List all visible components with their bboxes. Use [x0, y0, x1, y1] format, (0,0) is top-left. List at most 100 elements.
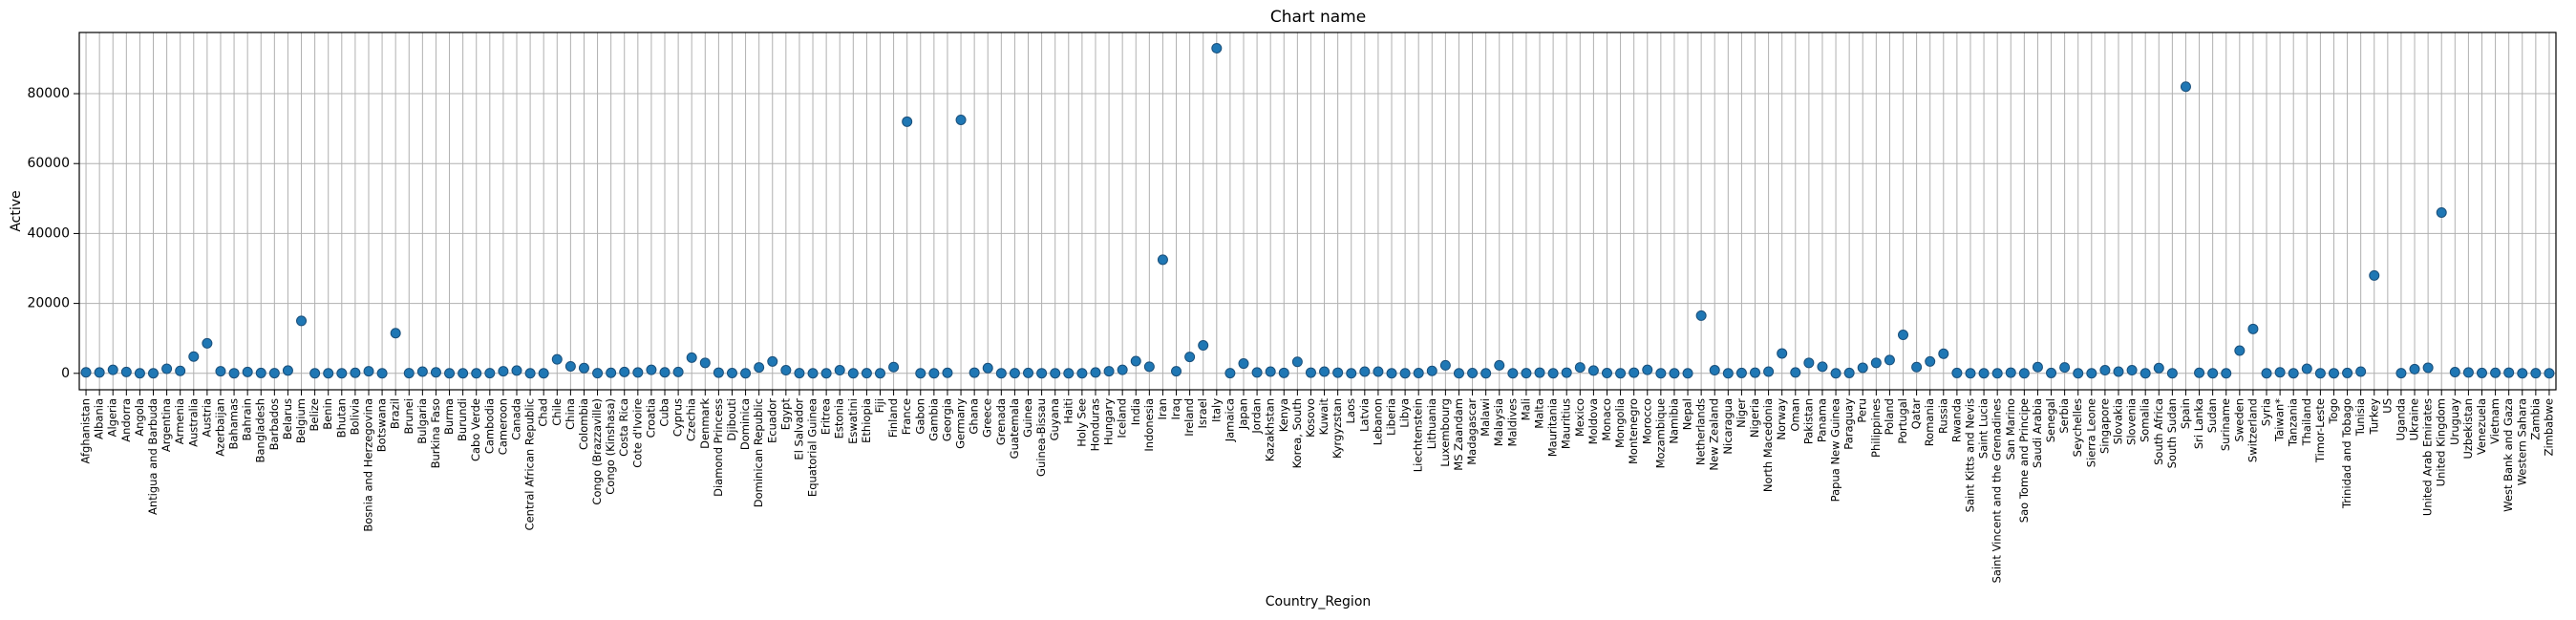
x-tick-label: Guinea-Bissau	[1034, 398, 1048, 477]
x-tick-label: Ecuador	[765, 398, 778, 443]
x-tick-label: South Sudan	[2165, 398, 2179, 468]
point	[942, 367, 953, 378]
point	[780, 365, 792, 376]
point	[1117, 364, 1128, 375]
x-tick-label: Liechtenstein	[1412, 398, 1425, 472]
point	[955, 114, 967, 125]
x-tick-label: Grenada	[994, 398, 1008, 445]
point	[202, 337, 213, 349]
point	[551, 353, 563, 365]
x-tick-label: Italy	[1209, 398, 1223, 422]
point	[2113, 366, 2124, 377]
x-tick-label: Panama	[1815, 398, 1828, 442]
x-tick-label: Vietnam	[2488, 398, 2501, 444]
x-tick-label: Czechia	[685, 398, 698, 441]
point	[458, 368, 469, 379]
x-tick-label: Botswana	[375, 398, 389, 452]
point	[2247, 323, 2259, 334]
point	[807, 368, 819, 379]
point	[592, 368, 604, 379]
x-tick-label: Indonesia	[1142, 398, 1156, 452]
point	[148, 368, 160, 379]
x-tick-label: Belarus	[281, 398, 294, 439]
x-tick-label: Rwanda	[1949, 398, 1963, 442]
point	[1009, 368, 1020, 379]
point	[1642, 364, 1653, 375]
point	[1373, 366, 1384, 377]
x-tick-label: Liberia	[1385, 398, 1398, 436]
x-axis-label: Country_Region	[1266, 594, 1372, 609]
x-tick-label: Fiji	[873, 398, 886, 413]
x-tick-label: Congo (Kinshasa)	[604, 398, 617, 495]
point	[1843, 367, 1855, 378]
x-tick-label: Poland	[1883, 398, 1896, 435]
point	[1777, 348, 1788, 359]
point	[2234, 345, 2246, 356]
point	[632, 367, 644, 378]
point	[2490, 367, 2501, 378]
point	[995, 368, 1007, 379]
point	[672, 366, 684, 377]
point	[915, 368, 926, 379]
x-tick-label: Uganda	[2394, 398, 2407, 440]
point	[2194, 367, 2205, 378]
x-tick-label: Nicaragua	[1721, 398, 1735, 455]
x-tick-label: Peru	[1856, 398, 1869, 423]
x-tick-label: Canada	[510, 398, 523, 440]
point	[390, 328, 401, 339]
x-tick-label: Papua New Guinea	[1829, 398, 1842, 502]
x-tick-label: San Marino	[2004, 398, 2017, 460]
x-tick-label: Uruguay	[2448, 398, 2461, 445]
point	[1925, 355, 1936, 367]
point	[2328, 368, 2339, 379]
y-tick-label: 80000	[27, 86, 70, 101]
x-tick-label: Iran	[1156, 398, 1169, 419]
x-tick-label: Diamond Princess	[712, 398, 725, 497]
point	[1991, 368, 2003, 379]
x-tick-label: Iraq	[1169, 398, 1182, 419]
y-tick-label: 20000	[27, 296, 70, 311]
x-tick-label: Mali	[1519, 398, 1532, 420]
point	[416, 366, 428, 377]
x-tick-label: Taiwan*	[2273, 398, 2287, 442]
point	[1224, 368, 1236, 379]
point	[1386, 368, 1397, 379]
x-tick-label: Norway	[1775, 398, 1788, 440]
x-tick-label: Kyrgyzstan	[1331, 398, 1344, 459]
x-tick-label: New Zealand	[1708, 398, 1721, 471]
point	[1265, 366, 1276, 377]
point	[1426, 365, 1437, 376]
x-tick-label: Malawi	[1479, 398, 1492, 437]
point	[754, 362, 765, 374]
point	[874, 368, 885, 379]
point	[120, 366, 132, 377]
point	[1965, 368, 1976, 379]
point	[767, 355, 778, 367]
point	[2032, 361, 2043, 373]
point	[1938, 348, 1949, 359]
x-tick-label: Suriname	[2219, 398, 2232, 451]
x-tick-label: India	[1129, 398, 1142, 425]
x-tick-label: Senegal	[2044, 398, 2057, 442]
x-tick-label: Brazil	[389, 398, 402, 429]
x-tick-label: Sweden	[2232, 398, 2246, 441]
x-tick-label: Namibia	[1667, 398, 1680, 444]
x-tick-label: Mongolia	[1613, 398, 1627, 448]
x-tick-label: Chile	[550, 398, 564, 426]
x-tick-label: Algeria	[106, 398, 119, 437]
point	[2153, 362, 2164, 374]
point	[538, 368, 549, 379]
x-tick-label: Cameroon	[496, 398, 509, 455]
point	[1722, 368, 1734, 379]
x-tick-label: Chad	[537, 398, 550, 427]
point	[1103, 366, 1115, 377]
x-tick-label: Monaco	[1600, 398, 1613, 441]
point	[1978, 368, 1990, 379]
x-tick-label: South Africa	[2152, 398, 2165, 465]
point	[94, 367, 105, 378]
point	[928, 368, 940, 379]
x-tick-label: Australia	[186, 398, 200, 447]
x-tick-label: Estonia	[833, 398, 846, 438]
x-tick-label: Montenegro	[1627, 398, 1640, 464]
point	[511, 365, 522, 376]
